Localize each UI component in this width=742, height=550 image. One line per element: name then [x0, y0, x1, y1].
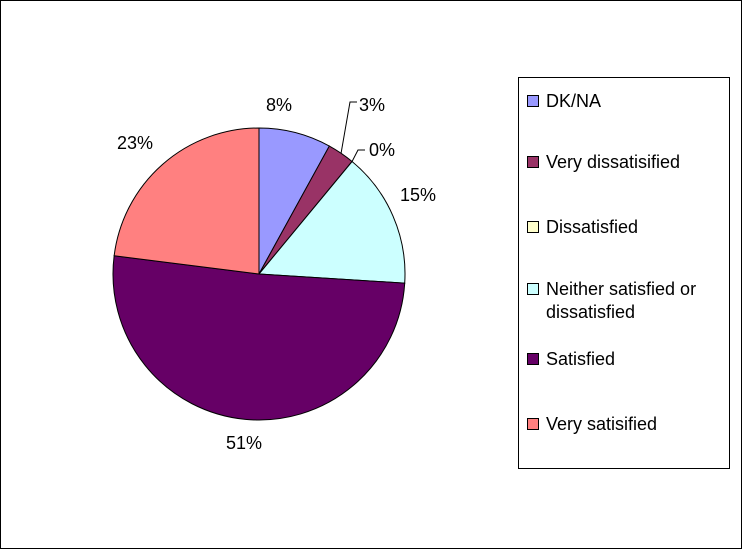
legend-label-dk-na: DK/NA — [546, 91, 602, 111]
legend-label-dissatisfied: Dissatisfied — [546, 217, 639, 237]
legend-swatch-very-satisfied — [527, 418, 539, 430]
legend-swatch-satisfied — [527, 353, 539, 365]
leader-line-very-dissatisfied — [340, 101, 357, 154]
leader-line-dissatisfied — [351, 149, 365, 162]
pie-slice-very-satisfied — [113, 127, 260, 275]
legend-entry-neither: Neither satisfied or dissatisfied — [527, 278, 726, 324]
leader-lines — [340, 101, 365, 162]
legend-label-neither: Neither satisfied or dissatisfied — [546, 279, 697, 322]
legend-label-satisfied: Satisfied — [546, 349, 616, 369]
legend-entry-satisfied: Satisfied — [527, 348, 726, 371]
legend-swatch-dk-na — [527, 95, 539, 107]
slice-label-dk-na: 8% — [266, 95, 292, 115]
pie-slice-neither — [257, 160, 406, 284]
legend-swatch-neither — [527, 283, 539, 295]
legend-label-very-dissatisfied: Very dissatisified — [546, 152, 681, 172]
slice-labels: 8% 3% 0% 15% 51% 23% — [117, 95, 436, 453]
pie-slice-satisfied — [112, 255, 406, 421]
pie-slices — [112, 127, 406, 421]
legend-entry-very-satisfied: Very satisified — [527, 413, 726, 436]
legend-entry-very-dissatisfied: Very dissatisified — [527, 151, 726, 174]
legend-swatch-very-dissatisfied — [527, 156, 539, 168]
slice-label-dissatisfied: 0% — [369, 140, 395, 160]
legend-entry-dissatisfied: Dissatisfied — [527, 216, 726, 239]
slice-label-very-dissatisfied: 3% — [359, 95, 385, 115]
legend: DK/NA Very dissatisified Dissatisfied Ne… — [518, 77, 730, 469]
slice-label-neither: 15% — [400, 185, 436, 205]
slice-label-satisfied: 51% — [226, 433, 262, 453]
legend-swatch-dissatisfied — [527, 221, 539, 233]
legend-label-very-satisfied: Very satisified — [546, 414, 658, 434]
legend-entry-dk-na: DK/NA — [527, 90, 726, 113]
slice-label-very-satisfied: 23% — [117, 133, 153, 153]
